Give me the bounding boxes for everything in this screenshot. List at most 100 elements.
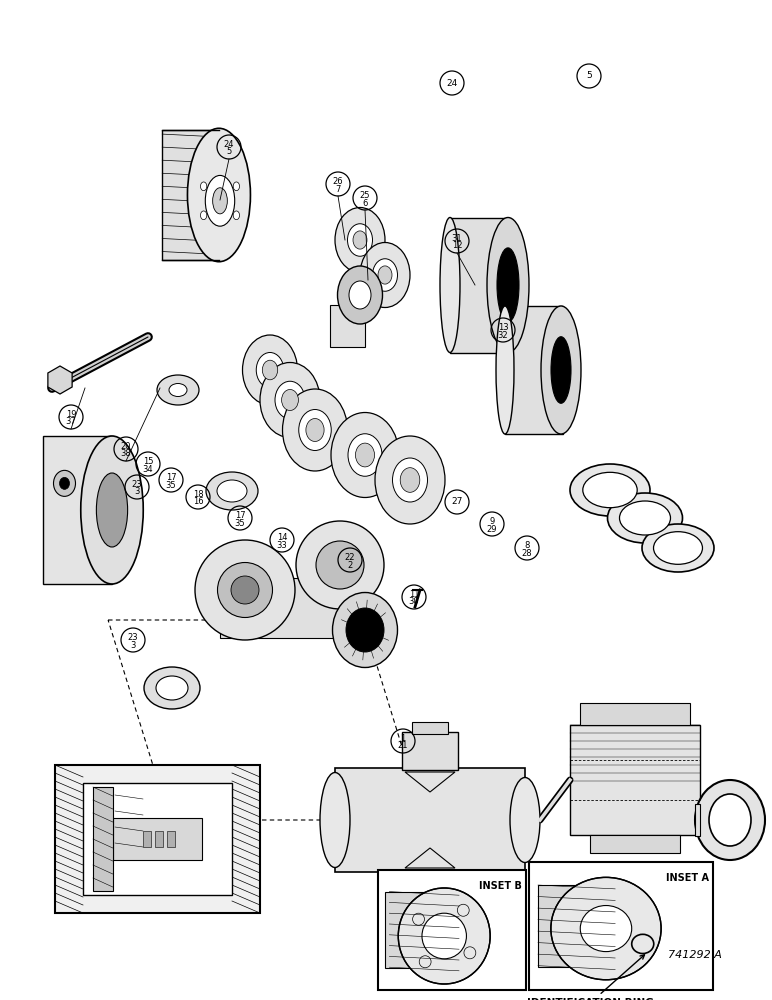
Text: 7: 7 [335,184,340,194]
Bar [580,703,690,725]
Text: 25: 25 [360,191,371,200]
Text: 30: 30 [408,597,419,606]
Ellipse shape [157,375,199,405]
Ellipse shape [541,306,581,434]
Text: 17: 17 [235,511,245,520]
Text: 27: 27 [452,497,462,506]
Ellipse shape [144,667,200,709]
Ellipse shape [201,211,207,220]
Text: 11: 11 [408,590,419,599]
Ellipse shape [218,562,273,617]
Ellipse shape [654,532,703,564]
Ellipse shape [398,888,490,984]
Text: 18: 18 [193,490,203,499]
Bar [43,436,112,584]
Ellipse shape [551,877,661,980]
Ellipse shape [375,436,445,524]
Bar [538,885,615,967]
Text: IDENTIFICATION RING: IDENTIFICATION RING [527,955,654,1000]
Text: 35: 35 [166,481,176,489]
Ellipse shape [581,906,631,952]
Bar [83,783,232,895]
Ellipse shape [347,224,373,256]
Bar [143,831,151,847]
Text: 28: 28 [522,548,533,558]
Text: 19: 19 [66,410,76,419]
Ellipse shape [487,218,529,353]
Ellipse shape [355,443,374,467]
Ellipse shape [59,477,69,489]
Ellipse shape [333,592,398,668]
Ellipse shape [583,472,637,508]
Ellipse shape [320,772,350,867]
Bar [330,305,365,347]
Text: 15: 15 [143,457,154,466]
Ellipse shape [695,780,765,860]
Ellipse shape [233,211,239,220]
Ellipse shape [205,175,235,226]
Ellipse shape [551,337,571,403]
Ellipse shape [169,383,187,396]
Bar [93,787,113,891]
Text: 29: 29 [487,524,497,534]
Bar [505,306,563,434]
Text: 38: 38 [120,450,131,458]
Ellipse shape [242,335,297,405]
Ellipse shape [282,389,299,410]
Ellipse shape [642,524,714,572]
Text: 34: 34 [143,464,154,474]
Ellipse shape [201,182,207,191]
Text: 23: 23 [127,633,138,642]
Ellipse shape [570,464,650,516]
Ellipse shape [331,412,399,497]
Bar [570,725,700,835]
Text: 2: 2 [347,560,353,570]
Bar [385,892,450,968]
Ellipse shape [422,913,466,959]
Ellipse shape [349,281,371,309]
Text: 741292 A: 741292 A [668,950,722,960]
Text: 21: 21 [398,742,408,750]
Text: 13: 13 [498,323,508,332]
Ellipse shape [188,128,250,262]
Ellipse shape [275,381,305,419]
Bar [695,804,700,836]
Text: 8: 8 [524,541,530,550]
Ellipse shape [497,248,519,322]
Text: 5: 5 [586,72,592,81]
Ellipse shape [306,419,324,441]
Ellipse shape [283,389,347,471]
Bar [410,907,450,925]
Text: 9: 9 [489,517,495,526]
Ellipse shape [360,242,410,308]
Ellipse shape [510,778,540,862]
Ellipse shape [619,501,671,535]
Ellipse shape [348,434,382,476]
Ellipse shape [256,353,284,387]
Text: 35: 35 [235,518,245,528]
Bar [113,818,202,860]
Text: 22: 22 [345,553,355,562]
Text: 5: 5 [226,147,232,156]
Ellipse shape [260,362,320,438]
Ellipse shape [206,472,258,510]
Text: 26: 26 [333,177,344,186]
Polygon shape [48,366,72,394]
Text: 16: 16 [193,497,203,506]
Ellipse shape [212,188,227,214]
Ellipse shape [96,473,127,547]
Bar [335,768,525,872]
Text: 12: 12 [452,241,462,250]
Ellipse shape [373,259,398,291]
Ellipse shape [378,266,392,284]
Ellipse shape [53,470,76,496]
Ellipse shape [440,218,460,353]
Bar [167,831,175,847]
Text: 14: 14 [276,533,287,542]
Text: 17: 17 [166,473,176,482]
Ellipse shape [400,468,420,492]
Text: 31: 31 [452,234,462,243]
Ellipse shape [335,208,385,272]
Text: 24: 24 [224,140,234,149]
Ellipse shape [709,794,751,846]
